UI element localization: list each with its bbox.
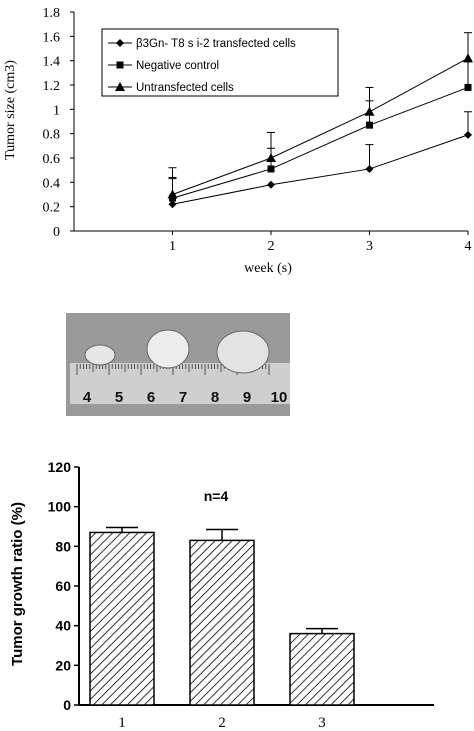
data-point — [266, 153, 276, 162]
bar-1 — [89, 531, 155, 706]
data-point — [464, 83, 472, 91]
series-line-1 — [172, 134, 469, 205]
legend-label-1: β3Gn- T8 s i-2 transfected cells — [136, 38, 296, 50]
line-chart-ytick-label: 1.8 — [43, 6, 61, 21]
data-point — [463, 53, 473, 63]
bar-chart-ytick-label: 120 — [48, 459, 72, 475]
line-chart-ytick-label: 0.2 — [43, 201, 61, 216]
tumor-2 — [146, 329, 190, 369]
legend-label-3: Untransfected cells — [136, 82, 234, 94]
data-point — [365, 164, 374, 173]
line-chart-ytick-label: 0.6 — [43, 152, 61, 167]
ruler-number: 6 — [147, 389, 155, 406]
legend: β3Gn- T8 s i-2 transfected cells Negative… — [108, 38, 296, 94]
line-chart-ytick-label: 1.4 — [43, 55, 61, 70]
bar-category-label: 3 — [318, 715, 326, 731]
series-line-3 — [172, 57, 469, 195]
bar-category-label: 2 — [218, 715, 226, 731]
line-chart-ytick-label: 1 — [53, 103, 60, 118]
legend-label-2: Negative control — [136, 60, 219, 72]
tumor-3 — [216, 330, 270, 374]
bar-3 — [289, 632, 355, 706]
bar-chart-ylabel: Tumor growth ratio (%) — [9, 502, 26, 666]
bar-chart: Tumor growth ratio (%) n=4 0 20 40 60 80 100 1… — [9, 459, 434, 731]
ruler-number: 4 — [83, 389, 92, 406]
bar-category-label: 1 — [118, 715, 126, 731]
tumor-1 — [84, 344, 116, 366]
data-point — [167, 189, 178, 199]
data-point — [267, 165, 275, 173]
data-point — [364, 106, 375, 116]
line-chart-xtick-label: 3 — [366, 239, 373, 254]
legend-marker — [116, 61, 124, 69]
data-point — [366, 121, 373, 129]
line-chart: Tumor size (cm3) week (s) β3Gn- T8 s i-2… — [3, 6, 473, 276]
line-chart-ylabel: Tumor size (cm3) — [3, 60, 18, 160]
series-line-2 — [172, 86, 469, 199]
bar-chart-ytick-label: 60 — [55, 578, 71, 594]
ruler-numbers: 4 5 6 7 8 9 10 — [83, 389, 288, 406]
legend-marker — [115, 82, 125, 91]
legend-marker — [116, 39, 124, 47]
line-chart-xtick-label: 4 — [465, 239, 472, 254]
bar-chart-ytick-label: 40 — [55, 618, 71, 634]
line-chart-xlabel: week (s) — [244, 261, 292, 276]
bar-chart-ytick-label: 100 — [48, 499, 72, 515]
ruler-number: 10 — [271, 389, 288, 406]
line-chart-ytick-label: 1.2 — [43, 79, 61, 94]
line-chart-ytick-label: 1.6 — [43, 30, 61, 45]
line-chart-xtick-label: 1 — [169, 239, 176, 254]
data-point — [464, 130, 472, 139]
ruler-number: 5 — [115, 389, 123, 406]
data-point — [168, 200, 177, 209]
legend-box — [101, 28, 339, 97]
bar-chart-annotation: n=4 — [204, 488, 229, 504]
line-chart-ytick-label: 0.4 — [43, 176, 61, 191]
bar-chart-ytick-label: 20 — [55, 657, 71, 673]
bar-chart-ytick-label: 80 — [55, 538, 71, 554]
bar-2 — [189, 539, 255, 706]
bar-chart-ytick-label: 0 — [63, 697, 71, 713]
data-point — [267, 180, 275, 189]
ruler-number: 8 — [211, 389, 219, 406]
ruler-number: 9 — [243, 389, 251, 406]
line-chart-ytick-label: 0.8 — [43, 128, 61, 143]
line-chart-xtick-label: 2 — [268, 239, 275, 254]
line-chart-ytick-label: 0 — [53, 225, 60, 240]
ruler-number: 7 — [179, 389, 187, 406]
